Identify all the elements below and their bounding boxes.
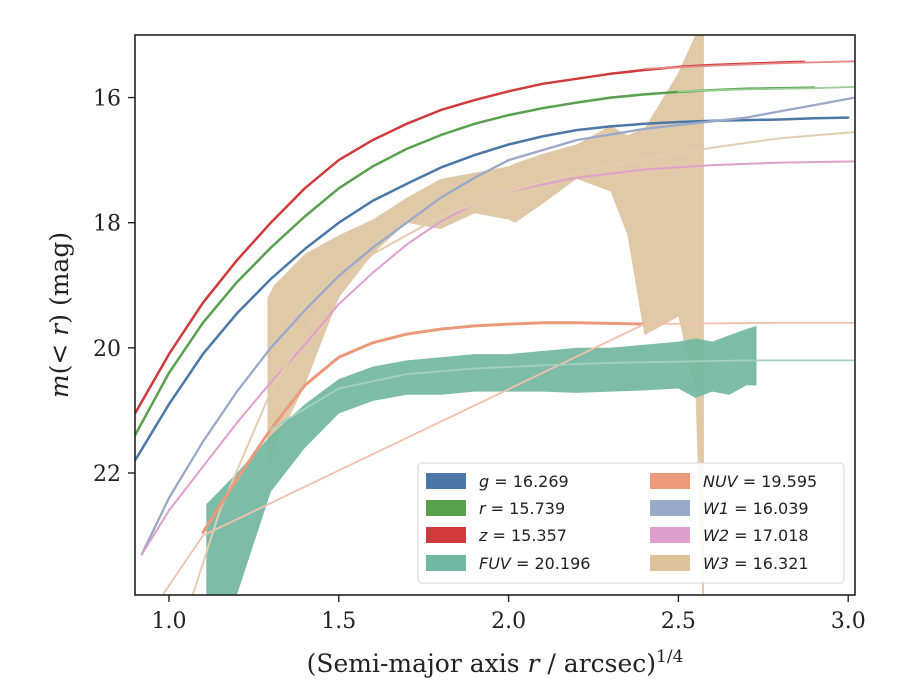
legend-label-w3: W3 = 16.321 xyxy=(703,554,809,573)
y-tick-label: 20 xyxy=(93,337,121,362)
plot-frame xyxy=(134,34,856,596)
legend-label-r: r = 15.739 xyxy=(479,499,565,518)
y-axis-label: m(< r) (mag) xyxy=(45,232,74,398)
line-w3 xyxy=(191,131,855,595)
legend-box xyxy=(417,462,845,584)
legend-label-z: z = 15.357 xyxy=(478,526,567,545)
legend-swatch-fuv xyxy=(426,555,466,571)
x-tick-label: 3.0 xyxy=(831,609,866,634)
y-tick-label: 16 xyxy=(93,87,121,112)
line-r-model xyxy=(677,86,855,93)
line-nuv-model xyxy=(161,321,855,595)
x-tick-label: 2.0 xyxy=(491,609,526,634)
band-fuv xyxy=(206,325,757,595)
line-nuv xyxy=(201,321,646,534)
series-lines xyxy=(135,60,855,595)
legend-swatch-w2 xyxy=(650,527,690,543)
legend: g = 16.269 r = 15.739 z = 15.357 FUV = 20.1… xyxy=(417,462,845,584)
legend-label-g: g = 16.269 xyxy=(479,472,569,491)
y-tick-label: 18 xyxy=(93,212,121,237)
legend-swatch-z xyxy=(426,527,466,543)
legend-label-fuv: FUV = 20.196 xyxy=(479,554,590,573)
legend-swatch-nuv xyxy=(650,473,690,489)
line-w1 xyxy=(140,96,855,556)
legend-label-w1: W1 = 16.039 xyxy=(703,499,809,518)
legend-swatch-r xyxy=(426,500,466,516)
y-axis-ticks: 16 18 20 22 xyxy=(93,87,135,487)
line-fuv-model xyxy=(269,359,855,431)
legend-swatch-w3 xyxy=(650,555,690,571)
legend-swatch-g xyxy=(426,473,466,489)
y-tick-label: 22 xyxy=(93,462,121,487)
x-tick-label: 2.5 xyxy=(661,609,696,634)
x-axis-ticks: 1.0 1.5 2.0 2.5 3.0 xyxy=(151,595,866,634)
x-tick-label: 1.0 xyxy=(151,609,186,634)
line-w2 xyxy=(140,160,855,556)
legend-swatch-w1 xyxy=(650,500,690,516)
x-axis-label: (Semi-major axis r / arcsec)1/4 xyxy=(307,647,684,678)
legend-label-w2: W2 = 17.018 xyxy=(703,526,809,545)
legend-label-nuv: NUV = 19.595 xyxy=(703,472,817,491)
x-tick-label: 1.5 xyxy=(321,609,356,634)
line-z-model xyxy=(643,60,855,70)
